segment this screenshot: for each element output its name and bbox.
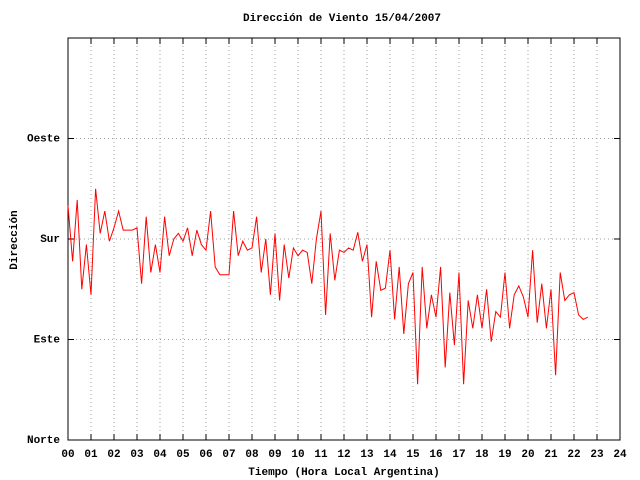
x-tick-label: 02 xyxy=(107,449,120,461)
x-tick-label: 13 xyxy=(360,449,374,461)
x-tick-label: 05 xyxy=(176,449,190,461)
x-tick-label: 00 xyxy=(61,449,74,461)
y-tick-label: Norte xyxy=(27,435,60,447)
y-tick-label: Oeste xyxy=(27,133,60,145)
x-tick-label: 19 xyxy=(498,449,511,461)
x-tick-label: 07 xyxy=(222,449,235,461)
x-tick-label: 09 xyxy=(268,449,281,461)
x-tick-label: 18 xyxy=(475,449,489,461)
x-tick-label: 21 xyxy=(544,449,558,461)
x-tick-label: 04 xyxy=(153,449,167,461)
x-tick-label: 11 xyxy=(314,449,328,461)
y-axis-label: Dirección xyxy=(9,210,21,269)
x-tick-label: 22 xyxy=(567,449,580,461)
plot-frame xyxy=(67,37,621,441)
y-tick-label: Sur xyxy=(40,234,60,246)
x-tick-label: 03 xyxy=(130,449,144,461)
x-axis-label: Tiempo (Hora Local Argentina) xyxy=(248,467,439,479)
x-tick-label: 14 xyxy=(383,449,397,461)
x-tick-label: 06 xyxy=(199,449,212,461)
x-tick-label: 01 xyxy=(84,449,98,461)
x-tick-label: 17 xyxy=(452,449,465,461)
x-tick-label: 23 xyxy=(590,449,604,461)
x-tick-label: 10 xyxy=(291,449,304,461)
x-tick-label: 20 xyxy=(521,449,534,461)
y-tick-label: Este xyxy=(34,334,61,346)
x-tick-label: 16 xyxy=(429,449,442,461)
x-tick-label: 15 xyxy=(406,449,420,461)
x-tick-label: 08 xyxy=(245,449,259,461)
chart-title: Dirección de Viento 15/04/2007 xyxy=(243,13,441,25)
data-line xyxy=(67,188,589,385)
x-tick-label: 24 xyxy=(613,449,627,461)
x-tick-label: 12 xyxy=(337,449,350,461)
